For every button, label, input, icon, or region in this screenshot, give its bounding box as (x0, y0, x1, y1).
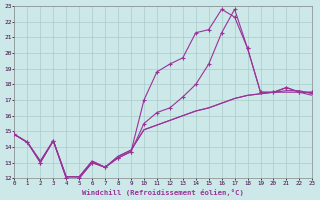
X-axis label: Windchill (Refroidissement éolien,°C): Windchill (Refroidissement éolien,°C) (83, 189, 244, 196)
